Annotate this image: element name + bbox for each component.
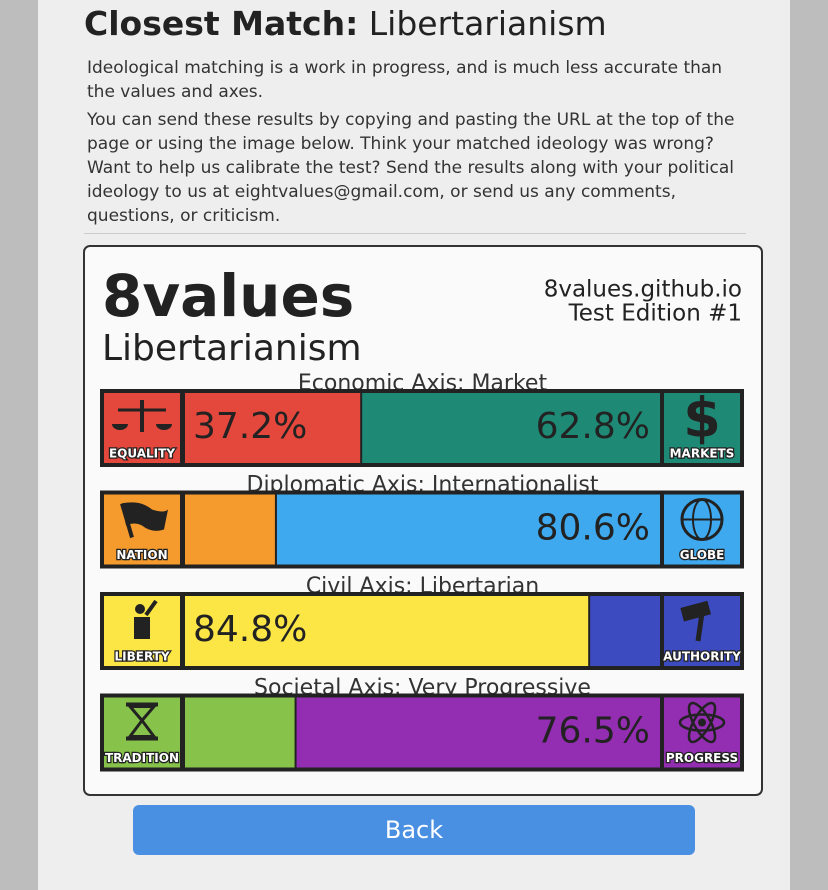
paragraph: You can send these results by copying an… xyxy=(87,110,735,226)
bar-segment xyxy=(183,492,276,567)
bar-segment xyxy=(183,391,362,465)
paragraph: Ideological matching is a work in progre… xyxy=(87,58,723,102)
icon-label: GLOBE xyxy=(680,548,725,562)
bar-segment xyxy=(183,695,296,770)
icon-glyph xyxy=(126,702,158,707)
icon-label: TRADITION xyxy=(105,751,179,765)
icon-glyph xyxy=(135,604,145,614)
icon-box xyxy=(660,490,744,569)
value-label: 80.6% xyxy=(536,508,650,549)
bar-segment xyxy=(183,594,590,668)
icon-label: LIBERTY xyxy=(114,650,169,664)
value-label: 37.2% xyxy=(193,406,307,447)
icon-glyph xyxy=(678,713,726,732)
icon-glyph xyxy=(695,612,705,642)
icon-box xyxy=(100,693,184,772)
icon-label: NATION xyxy=(116,548,167,562)
icon-glyph: $ xyxy=(683,387,721,450)
bar-segment xyxy=(275,492,662,567)
value-label: 62.8% xyxy=(536,406,650,447)
icon-glyph xyxy=(698,718,706,727)
title-ideology: Libertarianism xyxy=(368,4,607,43)
title-bold: Closest Match: xyxy=(84,4,359,43)
icon-glyph xyxy=(122,502,168,531)
icon-glyph xyxy=(687,701,717,744)
separator xyxy=(84,233,746,234)
icon-label: MARKETS xyxy=(670,447,735,461)
icon-glyph xyxy=(144,599,158,617)
icon-glyph xyxy=(687,701,717,744)
ideology: Libertarianism xyxy=(102,328,362,369)
edition: Test Edition #1 xyxy=(568,301,742,327)
icon-glyph xyxy=(126,705,158,738)
value-label: 76.5% xyxy=(536,711,650,752)
brand: 8values xyxy=(102,262,354,330)
icon-glyph xyxy=(126,736,158,741)
page-title: Closest Match: Libertarianism xyxy=(84,4,607,43)
icon-box xyxy=(660,693,744,772)
back-button[interactable]: Back xyxy=(133,805,695,855)
value-label: 84.8% xyxy=(193,609,307,650)
icon-box xyxy=(660,389,744,467)
icon-glyph xyxy=(134,617,150,639)
site: 8values.github.io xyxy=(544,277,742,303)
icon-label: EQUALITY xyxy=(109,447,175,461)
icon-label: AUTHORITY xyxy=(663,650,741,664)
icon-label: PROGRESS xyxy=(666,751,738,765)
icon-glyph xyxy=(112,424,172,430)
bar-segment xyxy=(361,391,662,465)
bar-segment xyxy=(295,695,662,770)
bar-segment xyxy=(589,594,662,668)
